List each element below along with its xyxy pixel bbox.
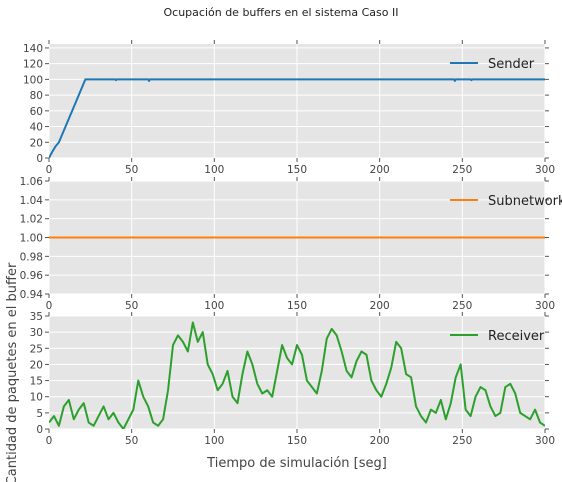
legend-label: Sender bbox=[488, 57, 535, 72]
x-tick-label: 150 bbox=[287, 300, 307, 312]
x-tick-label: 150 bbox=[287, 435, 307, 447]
x-tick-label: 200 bbox=[370, 300, 390, 312]
y-tick-label: 1.06 bbox=[20, 176, 44, 188]
x-tick-label: 200 bbox=[370, 435, 390, 447]
y-tick-label: 1.00 bbox=[20, 233, 43, 245]
y-tick-label: 10 bbox=[30, 392, 43, 404]
y-tick-label: 35 bbox=[30, 311, 43, 323]
y-tick-label: 80 bbox=[30, 90, 43, 102]
x-tick-label: 0 bbox=[46, 300, 53, 312]
figure-title: Ocupación de buffers en el sistema Caso … bbox=[164, 6, 399, 19]
x-tick-label: 300 bbox=[535, 435, 555, 447]
y-tick-label: 0 bbox=[36, 424, 43, 436]
x-tick-label: 300 bbox=[535, 300, 555, 312]
y-tick-label: 40 bbox=[30, 122, 43, 134]
y-tick-label: 30 bbox=[30, 327, 43, 339]
subplot-1: 0 20 40 60 80 100 120 140 0 50 100 150 200 250 300 Send… bbox=[23, 40, 555, 176]
x-tick-label: 100 bbox=[204, 300, 224, 312]
series-line-sender bbox=[49, 78, 545, 158]
y-tick-label: 0.94 bbox=[20, 289, 44, 301]
x-tick-label: 0 bbox=[46, 435, 53, 447]
y-tick-label: 25 bbox=[30, 343, 43, 355]
y-tick-label: 0.98 bbox=[20, 251, 43, 263]
legend-label: Subnetwork bbox=[488, 194, 562, 209]
x-tick-label: 50 bbox=[125, 435, 138, 447]
y-tick-label: 1.04 bbox=[20, 195, 44, 207]
x-tick-label: 100 bbox=[204, 435, 224, 447]
x-axis-label: Tiempo de simulación [seg] bbox=[206, 456, 387, 471]
series-line-receiver bbox=[49, 321, 545, 429]
y-axis-label: Cantidad de paquetes en el buffer bbox=[5, 262, 20, 482]
y-tick-label: 0.96 bbox=[20, 270, 44, 282]
x-tick-label: 150 bbox=[287, 164, 307, 176]
x-tick-label: 300 bbox=[535, 164, 555, 176]
subplot-3: 0 5 10 15 20 25 30 35 0 50 100 150 200 250 300 Receiver bbox=[30, 311, 555, 447]
legend-label: Receiver bbox=[488, 329, 545, 344]
y-tick-label: 20 bbox=[30, 359, 43, 371]
y-tick-label: 140 bbox=[23, 43, 43, 55]
y-tick-label: 100 bbox=[23, 74, 43, 86]
y-tick-label: 0 bbox=[36, 153, 43, 165]
x-tick-label: 50 bbox=[125, 164, 138, 176]
x-tick-label: 50 bbox=[125, 300, 138, 312]
y-tick-label: 20 bbox=[30, 137, 43, 149]
x-tick-label: 0 bbox=[46, 164, 53, 176]
y-tick-label: 1.02 bbox=[20, 214, 43, 226]
x-tick-label: 100 bbox=[204, 164, 224, 176]
x-tick-label: 250 bbox=[452, 300, 472, 312]
subplot-2: 0.94 0.96 0.98 1.00 1.02 1.04 1.06 0 50 100 150 200… bbox=[20, 176, 562, 312]
x-tick-label: 200 bbox=[370, 164, 390, 176]
y-tick-label: 60 bbox=[30, 106, 43, 118]
x-tick-label: 250 bbox=[452, 164, 472, 176]
y-tick-label: 15 bbox=[30, 376, 43, 388]
y-tick-label: 5 bbox=[36, 408, 43, 420]
x-tick-label: 250 bbox=[452, 435, 472, 447]
y-tick-label: 120 bbox=[23, 59, 43, 71]
